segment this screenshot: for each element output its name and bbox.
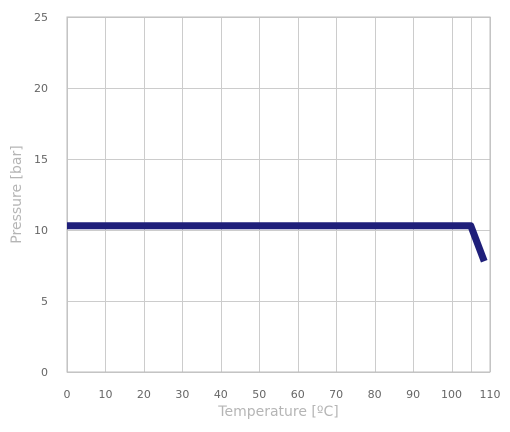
x-tick-label: 90 bbox=[406, 388, 420, 401]
x-tick-label: 0 bbox=[64, 388, 71, 401]
series-line bbox=[67, 222, 488, 263]
x-tick-labels: 0 10 20 30 40 50 60 70 80 90 100 110 bbox=[64, 388, 501, 401]
grid bbox=[67, 17, 491, 373]
x-tick-label: 110 bbox=[480, 388, 501, 401]
x-axis-title: Temperature [ºC] bbox=[217, 404, 338, 420]
y-tick-label: 15 bbox=[34, 153, 48, 166]
x-tick-label: 10 bbox=[98, 388, 112, 401]
y-tick-label: 25 bbox=[34, 11, 48, 24]
y-tick-label: 20 bbox=[34, 82, 48, 95]
y-axis-title: Pressure [bar] bbox=[9, 145, 25, 243]
x-tick-label: 20 bbox=[137, 388, 151, 401]
y-tick-labels: 0 5 10 15 20 25 bbox=[34, 11, 48, 379]
y-tick-label: 10 bbox=[34, 224, 48, 237]
x-tick-label: 60 bbox=[291, 388, 305, 401]
x-tick-label: 80 bbox=[368, 388, 382, 401]
x-tick-label: 50 bbox=[252, 388, 266, 401]
y-tick-label: 0 bbox=[41, 366, 48, 379]
plot-frame bbox=[66, 16, 491, 373]
x-tick-label: 40 bbox=[214, 388, 228, 401]
x-tick-label: 30 bbox=[175, 388, 189, 401]
series-layer bbox=[67, 222, 488, 263]
y-tick-label: 5 bbox=[41, 295, 48, 308]
x-tick-label: 100 bbox=[441, 388, 462, 401]
x-tick-label: 70 bbox=[329, 388, 343, 401]
